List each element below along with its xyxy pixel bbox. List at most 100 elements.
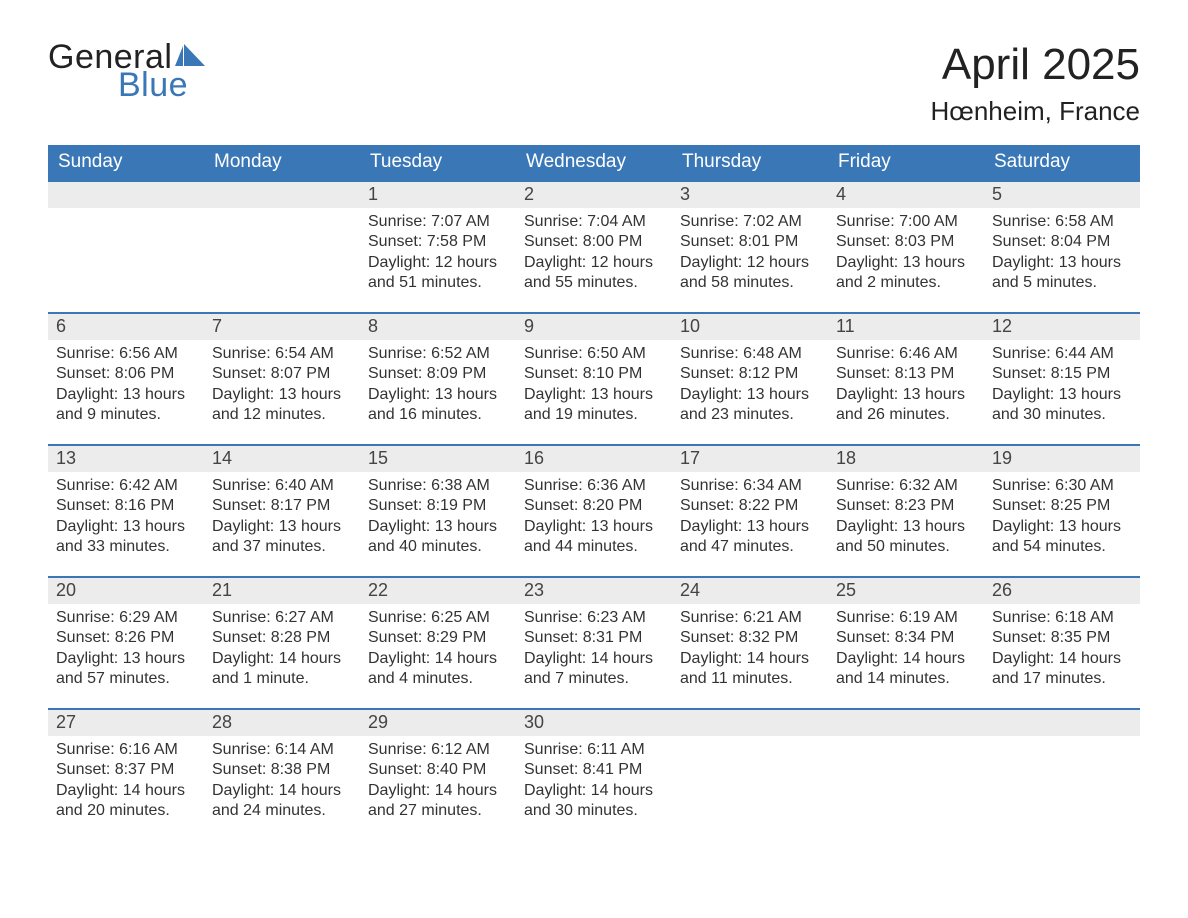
daylight-text: Daylight: 13 hours and 54 minutes. [992, 517, 1132, 558]
sunrise-text: Sunrise: 6:25 AM [368, 608, 508, 628]
sunrise-text: Sunrise: 6:34 AM [680, 476, 820, 496]
sunset-text: Sunset: 8:13 PM [836, 364, 976, 384]
daylight-text: Daylight: 13 hours and 5 minutes. [992, 253, 1132, 294]
day-body: Sunrise: 7:04 AMSunset: 8:00 PMDaylight:… [516, 208, 672, 302]
col-thursday: Thursday [672, 145, 828, 181]
day-number: 30 [516, 710, 672, 736]
day-number: 25 [828, 578, 984, 604]
daylight-text: Daylight: 14 hours and 7 minutes. [524, 649, 664, 690]
day-header-row: Sunday Monday Tuesday Wednesday Thursday… [48, 145, 1140, 181]
day-cell: 2Sunrise: 7:04 AMSunset: 8:00 PMDaylight… [516, 181, 672, 313]
day-cell: 4Sunrise: 7:00 AMSunset: 8:03 PMDaylight… [828, 181, 984, 313]
day-number: 12 [984, 314, 1140, 340]
day-body: Sunrise: 7:02 AMSunset: 8:01 PMDaylight:… [672, 208, 828, 302]
day-body: Sunrise: 6:50 AMSunset: 8:10 PMDaylight:… [516, 340, 672, 434]
day-body: Sunrise: 6:40 AMSunset: 8:17 PMDaylight:… [204, 472, 360, 566]
sunrise-text: Sunrise: 6:44 AM [992, 344, 1132, 364]
sunrise-text: Sunrise: 6:27 AM [212, 608, 352, 628]
day-number [984, 710, 1140, 736]
sunset-text: Sunset: 8:19 PM [368, 496, 508, 516]
day-body: Sunrise: 6:52 AMSunset: 8:09 PMDaylight:… [360, 340, 516, 434]
daylight-text: Daylight: 12 hours and 55 minutes. [524, 253, 664, 294]
sunrise-text: Sunrise: 6:18 AM [992, 608, 1132, 628]
sunrise-text: Sunrise: 6:46 AM [836, 344, 976, 364]
sunrise-text: Sunrise: 6:50 AM [524, 344, 664, 364]
day-number [828, 710, 984, 736]
daylight-text: Daylight: 13 hours and 40 minutes. [368, 517, 508, 558]
daylight-text: Daylight: 12 hours and 58 minutes. [680, 253, 820, 294]
day-body: Sunrise: 6:27 AMSunset: 8:28 PMDaylight:… [204, 604, 360, 698]
sunset-text: Sunset: 8:15 PM [992, 364, 1132, 384]
sunset-text: Sunset: 8:28 PM [212, 628, 352, 648]
day-cell: 24Sunrise: 6:21 AMSunset: 8:32 PMDayligh… [672, 577, 828, 709]
sunrise-text: Sunrise: 6:38 AM [368, 476, 508, 496]
sunset-text: Sunset: 8:29 PM [368, 628, 508, 648]
sunrise-text: Sunrise: 6:54 AM [212, 344, 352, 364]
day-cell: 30Sunrise: 6:11 AMSunset: 8:41 PMDayligh… [516, 709, 672, 837]
col-wednesday: Wednesday [516, 145, 672, 181]
daylight-text: Daylight: 13 hours and 30 minutes. [992, 385, 1132, 426]
sunset-text: Sunset: 7:58 PM [368, 232, 508, 252]
day-number: 17 [672, 446, 828, 472]
day-cell: 10Sunrise: 6:48 AMSunset: 8:12 PMDayligh… [672, 313, 828, 445]
day-body: Sunrise: 6:30 AMSunset: 8:25 PMDaylight:… [984, 472, 1140, 566]
day-number: 11 [828, 314, 984, 340]
daylight-text: Daylight: 13 hours and 37 minutes. [212, 517, 352, 558]
day-body: Sunrise: 6:44 AMSunset: 8:15 PMDaylight:… [984, 340, 1140, 434]
daylight-text: Daylight: 14 hours and 24 minutes. [212, 781, 352, 822]
location: Hœnheim, France [931, 96, 1141, 127]
sunrise-text: Sunrise: 6:36 AM [524, 476, 664, 496]
daylight-text: Daylight: 14 hours and 17 minutes. [992, 649, 1132, 690]
day-cell: 25Sunrise: 6:19 AMSunset: 8:34 PMDayligh… [828, 577, 984, 709]
day-cell: 28Sunrise: 6:14 AMSunset: 8:38 PMDayligh… [204, 709, 360, 837]
sunrise-text: Sunrise: 7:02 AM [680, 212, 820, 232]
daylight-text: Daylight: 13 hours and 57 minutes. [56, 649, 196, 690]
day-number [672, 710, 828, 736]
day-cell [48, 181, 204, 313]
day-number: 13 [48, 446, 204, 472]
sunset-text: Sunset: 8:00 PM [524, 232, 664, 252]
sunrise-text: Sunrise: 7:07 AM [368, 212, 508, 232]
sunset-text: Sunset: 8:07 PM [212, 364, 352, 384]
day-cell: 15Sunrise: 6:38 AMSunset: 8:19 PMDayligh… [360, 445, 516, 577]
sunrise-text: Sunrise: 6:11 AM [524, 740, 664, 760]
day-cell: 29Sunrise: 6:12 AMSunset: 8:40 PMDayligh… [360, 709, 516, 837]
week-row: 20Sunrise: 6:29 AMSunset: 8:26 PMDayligh… [48, 577, 1140, 709]
day-cell: 14Sunrise: 6:40 AMSunset: 8:17 PMDayligh… [204, 445, 360, 577]
day-cell: 5Sunrise: 6:58 AMSunset: 8:04 PMDaylight… [984, 181, 1140, 313]
day-cell: 11Sunrise: 6:46 AMSunset: 8:13 PMDayligh… [828, 313, 984, 445]
daylight-text: Daylight: 14 hours and 27 minutes. [368, 781, 508, 822]
day-number: 21 [204, 578, 360, 604]
day-number: 24 [672, 578, 828, 604]
sunrise-text: Sunrise: 6:21 AM [680, 608, 820, 628]
day-body: Sunrise: 6:19 AMSunset: 8:34 PMDaylight:… [828, 604, 984, 698]
col-friday: Friday [828, 145, 984, 181]
sunset-text: Sunset: 8:26 PM [56, 628, 196, 648]
sunset-text: Sunset: 8:09 PM [368, 364, 508, 384]
week-row: 6Sunrise: 6:56 AMSunset: 8:06 PMDaylight… [48, 313, 1140, 445]
calendar-table: Sunday Monday Tuesday Wednesday Thursday… [48, 145, 1140, 837]
sunrise-text: Sunrise: 6:29 AM [56, 608, 196, 628]
day-cell: 13Sunrise: 6:42 AMSunset: 8:16 PMDayligh… [48, 445, 204, 577]
sunset-text: Sunset: 8:10 PM [524, 364, 664, 384]
day-body: Sunrise: 6:12 AMSunset: 8:40 PMDaylight:… [360, 736, 516, 830]
day-body: Sunrise: 6:56 AMSunset: 8:06 PMDaylight:… [48, 340, 204, 434]
day-cell: 3Sunrise: 7:02 AMSunset: 8:01 PMDaylight… [672, 181, 828, 313]
sunset-text: Sunset: 8:03 PM [836, 232, 976, 252]
sunrise-text: Sunrise: 6:48 AM [680, 344, 820, 364]
day-number: 16 [516, 446, 672, 472]
day-number: 8 [360, 314, 516, 340]
day-number: 18 [828, 446, 984, 472]
sunrise-text: Sunrise: 6:32 AM [836, 476, 976, 496]
sunset-text: Sunset: 8:22 PM [680, 496, 820, 516]
sunrise-text: Sunrise: 6:30 AM [992, 476, 1132, 496]
sunset-text: Sunset: 8:41 PM [524, 760, 664, 780]
day-cell [204, 181, 360, 313]
sunset-text: Sunset: 8:35 PM [992, 628, 1132, 648]
day-cell: 8Sunrise: 6:52 AMSunset: 8:09 PMDaylight… [360, 313, 516, 445]
daylight-text: Daylight: 13 hours and 47 minutes. [680, 517, 820, 558]
day-cell [828, 709, 984, 837]
day-body: Sunrise: 6:14 AMSunset: 8:38 PMDaylight:… [204, 736, 360, 830]
day-cell: 27Sunrise: 6:16 AMSunset: 8:37 PMDayligh… [48, 709, 204, 837]
day-number: 26 [984, 578, 1140, 604]
